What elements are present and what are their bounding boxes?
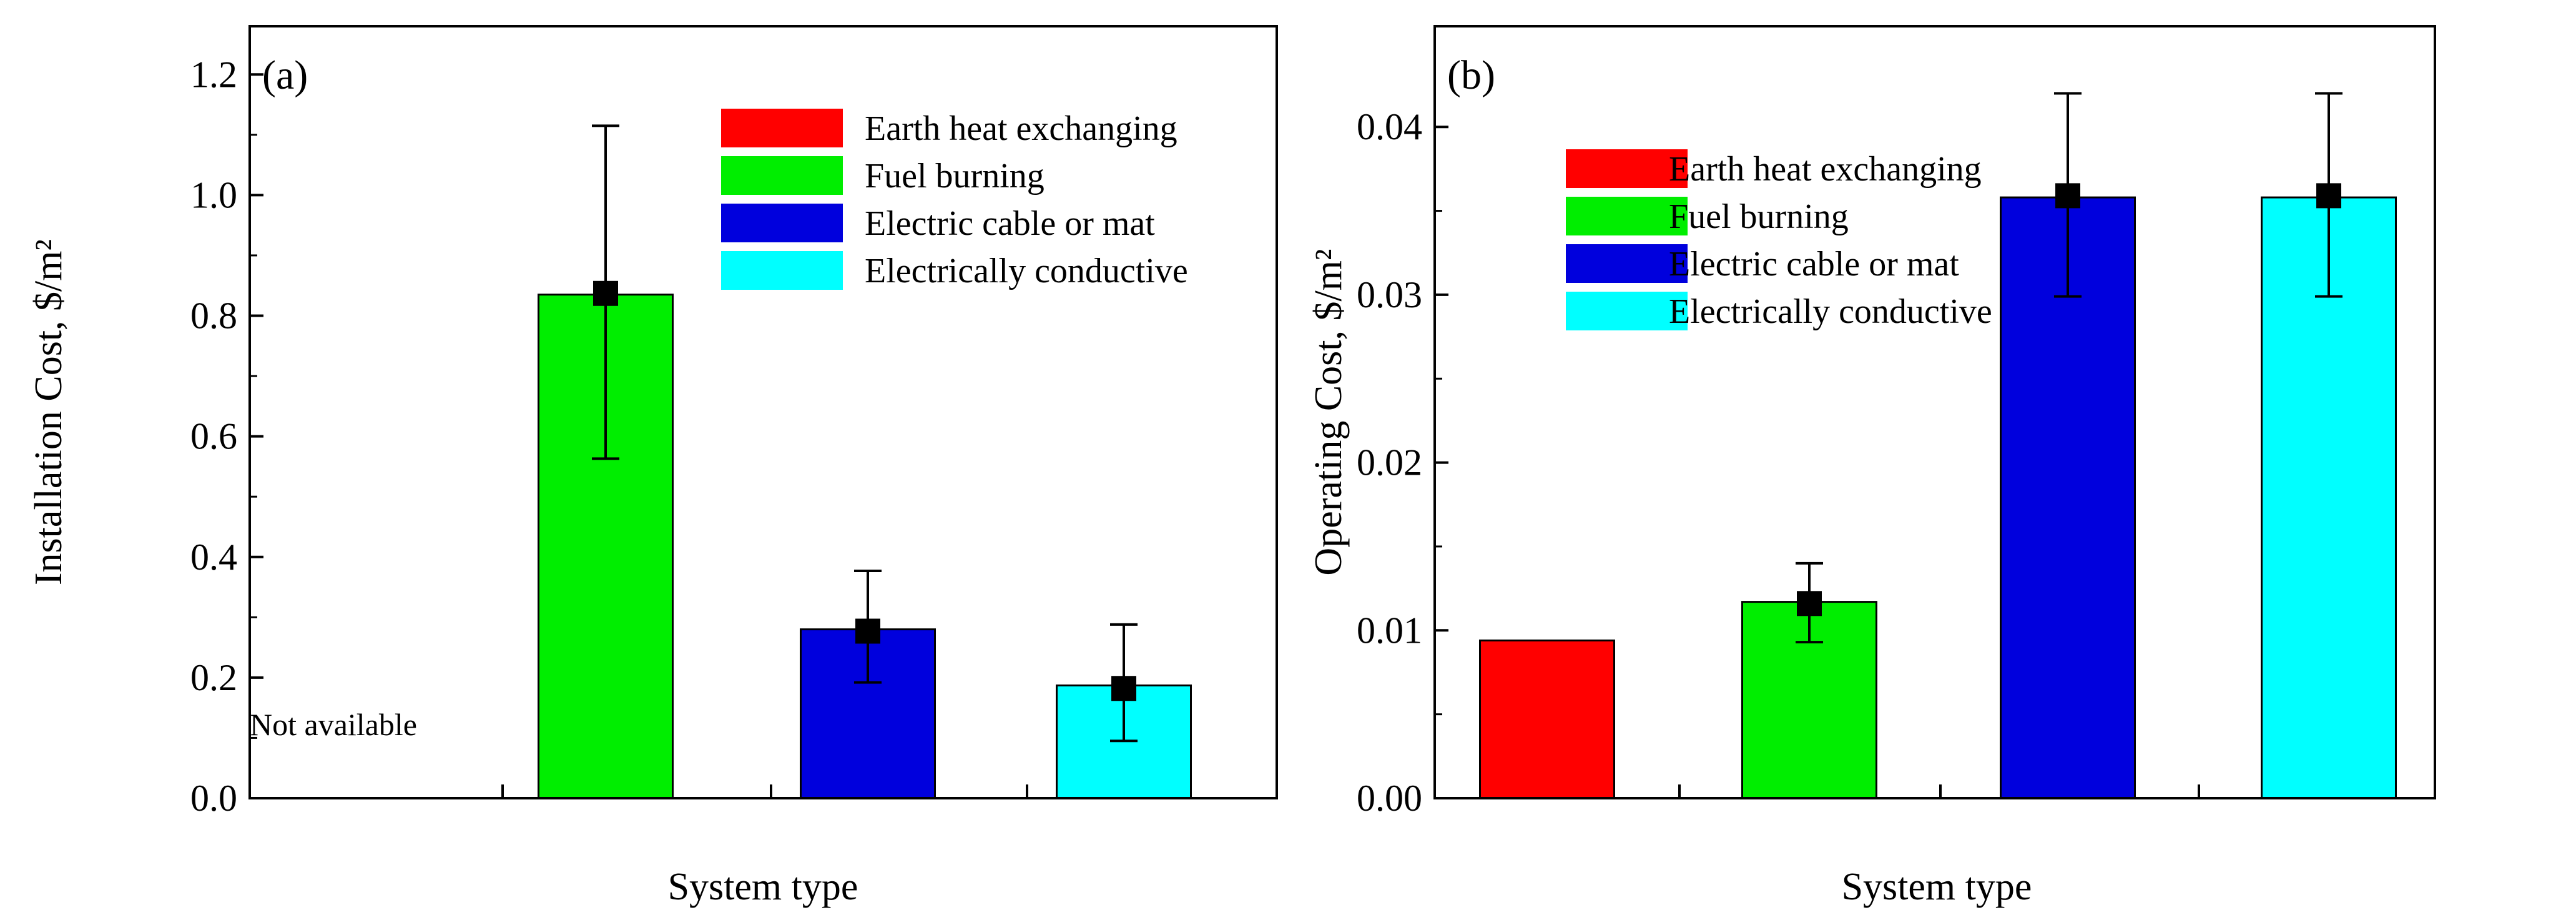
y-tick-label-1: 0.2 <box>190 657 237 698</box>
x-axis-label: System type <box>1842 866 2032 908</box>
x-axis-label: System type <box>668 866 858 908</box>
mean-marker-4 <box>1111 676 1136 701</box>
legend-label-1: Earth heat exchanging <box>1669 150 1982 189</box>
y-tick-label-1: 0.01 <box>1357 610 1422 651</box>
legend-label-2: Fuel burning <box>1669 197 1849 236</box>
y-tick-label-0: 0.00 <box>1357 778 1422 819</box>
legend-label-3: Electric cable or mat <box>865 204 1155 243</box>
y-tick-label-3: 0.6 <box>190 416 237 457</box>
legend-label-3: Electric cable or mat <box>1669 245 1959 284</box>
legend-swatch-1 <box>721 109 843 147</box>
plot-frame <box>1433 25 2436 799</box>
legend-swatch-2 <box>721 156 843 195</box>
y-axis-label: Installation Cost, $/m² <box>27 239 70 585</box>
y-tick-label-0: 0.0 <box>190 778 237 819</box>
mean-marker-2 <box>593 280 618 306</box>
panel-b: 0.00 0.01 0.02 0.03 0.04 (b) System type Operat… <box>1307 25 2436 908</box>
legend-label-1: Earth heat exchanging <box>865 109 1177 148</box>
bar-1 <box>1479 639 1615 799</box>
y-axis-label: Operating Cost, $/m² <box>1307 249 1350 575</box>
y-tick-label-2: 0.02 <box>1357 442 1422 483</box>
mean-marker-3 <box>855 618 880 644</box>
mean-marker-3 <box>2055 183 2080 209</box>
y-tick-label-5: 1.0 <box>190 174 237 215</box>
legend-swatch-4 <box>721 251 843 290</box>
panel-a: 0.0 0.2 0.4 0.6 0.8 1.0 1.2 (a) System type Insta… <box>27 25 1278 908</box>
legend-swatch-3 <box>721 204 843 242</box>
panel-label: (a) <box>262 52 308 98</box>
plot-frame <box>248 25 1278 799</box>
mean-marker-2 <box>1797 591 1822 616</box>
not-available-annotation: Not available <box>250 707 417 742</box>
legend-label-4: Electrically conductive <box>865 252 1188 290</box>
legend-swatch-4 <box>1566 292 1688 330</box>
legend-swatch-2 <box>1566 197 1688 235</box>
legend-label-4: Electrically conductive <box>1669 292 1992 331</box>
y-tick-label-4: 0.8 <box>190 295 237 337</box>
y-tick-label-6: 1.2 <box>190 54 237 95</box>
legend-swatch-3 <box>1566 244 1688 283</box>
y-tick-label-3: 0.03 <box>1357 274 1422 315</box>
y-tick-label-4: 0.04 <box>1357 106 1422 147</box>
legend-label-2: Fuel burning <box>865 157 1045 195</box>
mean-marker-4 <box>2316 183 2341 209</box>
legend-swatch-1 <box>1566 149 1688 188</box>
panel-label: (b) <box>1447 52 1495 98</box>
y-tick-label-2: 0.4 <box>190 537 237 578</box>
